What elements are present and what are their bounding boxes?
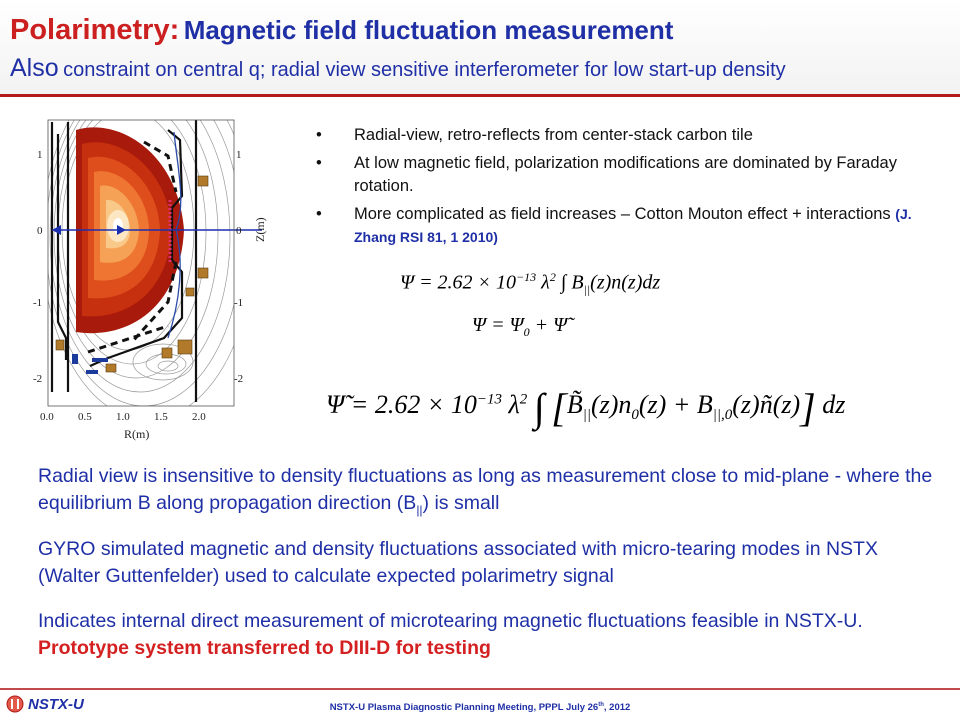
radial-view-chord [52,225,262,235]
footer-divider [0,688,960,690]
paragraph-text: Indicates internal direct measurement of… [38,610,863,632]
tick-label: -1 [33,297,42,309]
subtitle-text: constraint on central q; radial view sen… [63,59,786,81]
bullet-list: • Radial-view, retro-reflects from cente… [312,124,942,254]
bullet-dot-icon: • [316,205,322,223]
bullet-text: More complicated as field increases – Co… [354,205,891,223]
tick-label: -2 [33,373,42,385]
plot-frame [47,119,235,407]
equation-angle-decomposition: Ψ = Ψ0 + Ψ̃ [472,314,568,339]
bullet-item: • At low magnetic field, polarization mo… [312,152,942,198]
header-divider [0,94,960,97]
title-blue-part: Magnetic field fluctuation measurement [183,15,674,45]
tick-label: -2 [234,373,243,385]
paragraph-radial-view: Radial view is insensitive to density fl… [38,463,938,524]
equation-polarimetry-angle: Ψ = 2.62 × 10−13 λ2 ∫ B||(z)n(z)dz [400,270,661,297]
bullet-item: • More complicated as field increases – … [312,203,942,249]
y-axis-left-ticks: 1 0 -1 -2 [33,149,43,385]
highlight-text: Prototype system transferred to DIII-D f… [38,637,491,659]
footer-meeting-text: NSTX-U Plasma Diagnostic Planning Meetin… [329,702,599,714]
bullet-dot-icon: • [316,126,322,144]
slide-header: Polarimetry: Magnetic field fluctuation … [0,0,960,97]
y-axis-label: Z(m) [253,217,267,242]
blue-limiters [72,354,108,374]
x-axis-label: R(m) [124,427,149,441]
footer-meeting-info: NSTX-U Plasma Diagnostic Planning Meetin… [0,702,960,713]
tick-label: 0.0 [40,411,54,423]
tick-label: 1 [236,149,242,161]
tick-label: 1.5 [154,411,168,423]
coil-boxes [55,175,209,373]
subtitle-lead-word: Also [10,54,59,82]
tick-label: 0 [236,225,242,237]
paragraph-microtearing: Indicates internal direct measurement of… [38,608,938,662]
equation-fluctuation-angle: Ψ̃ = 2.62 × 10−13 λ2 ∫ [B̃||(z)n0(z) + B… [326,385,846,430]
paragraph-text-end: ) is small [422,492,500,514]
tick-label: 2.0 [192,411,206,423]
bullet-text: Radial-view, retro-reflects from center-… [354,126,753,144]
passive-plates [87,140,178,354]
tick-label: 1.0 [116,411,130,423]
bullet-text: At low magnetic field, polarization modi… [354,154,897,195]
slide-title: Polarimetry: Magnetic field fluctuation … [10,14,673,47]
tick-label: 0 [37,225,43,237]
footer-sup: th [598,702,604,708]
bullet-item: • Radial-view, retro-reflects from cente… [312,124,942,147]
logo-text: NSTX-U [28,695,84,713]
x-axis-ticks: 0.0 0.5 1.0 1.5 2.0 [40,411,206,423]
tick-label: -1 [234,297,243,309]
vessel-walls [50,120,198,402]
footer-year: , 2012 [603,702,631,714]
paragraph-text: Radial view is insensitive to density fl… [38,465,933,514]
nstx-logo: NSTX-U [6,695,84,713]
title-red-part: Polarimetry: [10,14,180,46]
reference-citation: (J. Zhang RSI 81, 1 2010) [354,206,912,245]
plasma-cross-section-figure: 1 0 -1 -2 1 0 -1 -2 Z(m) 0.0 0.5 1.0 1.5… [28,112,290,448]
nstx-logo-icon [6,695,24,713]
bullet-dot-icon: • [316,154,322,172]
tick-label: 0.5 [78,411,92,423]
slide-subtitle: Also constraint on central q; radial vie… [10,54,786,83]
paragraph-text: GYRO simulated magnetic and density fluc… [38,538,878,587]
y-axis-right-ticks: 1 0 -1 -2 [234,149,243,385]
parallel-subscript: || [416,502,423,517]
paragraph-gyro: GYRO simulated magnetic and density fluc… [38,536,938,590]
tick-label: 1 [37,149,43,161]
